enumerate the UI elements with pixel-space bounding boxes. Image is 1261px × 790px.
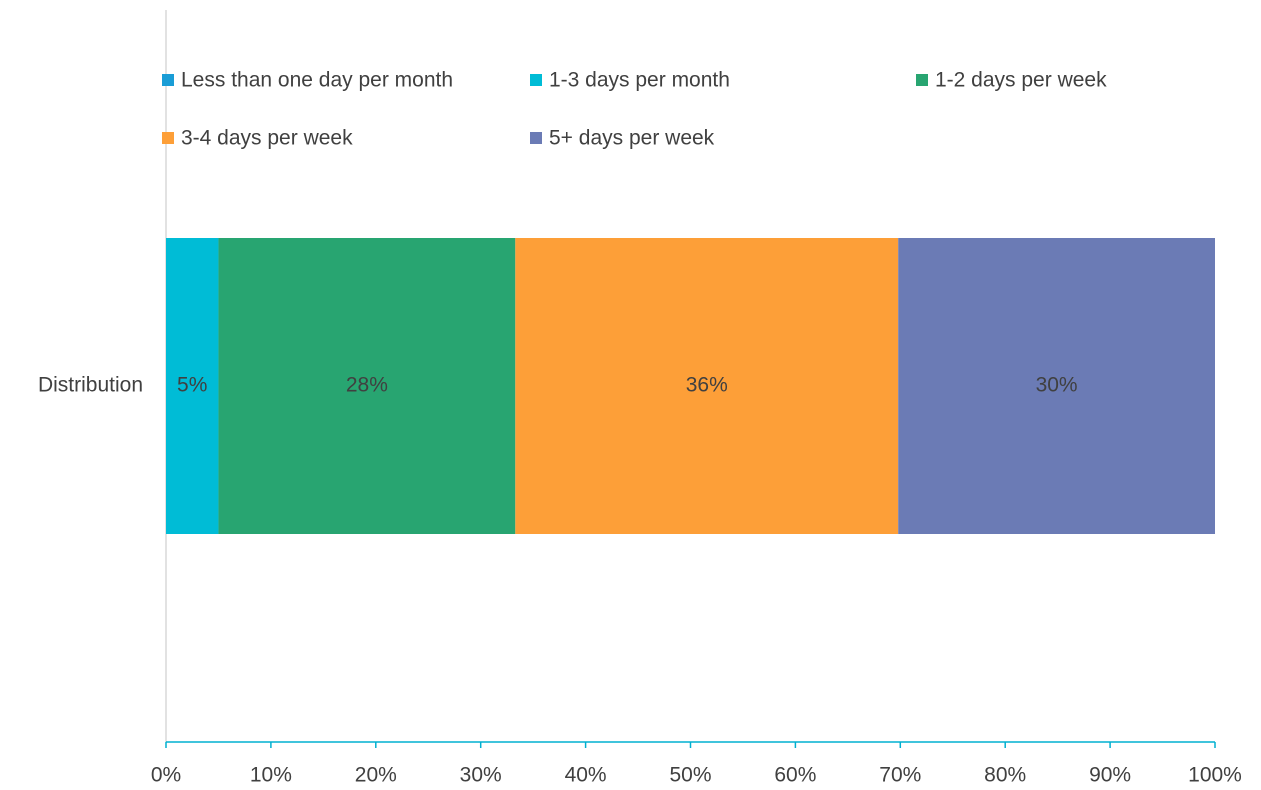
legend-swatch xyxy=(916,74,928,86)
legend-swatch xyxy=(530,74,542,86)
legend-label: Less than one day per month xyxy=(181,69,453,92)
x-tick-label: 100% xyxy=(1188,764,1242,787)
x-tick-label: 90% xyxy=(1089,764,1131,787)
legend-swatch xyxy=(162,74,174,86)
bar-segment xyxy=(166,238,219,534)
x-tick-label: 0% xyxy=(151,764,181,787)
legend-swatch xyxy=(530,132,542,144)
x-tick-label: 80% xyxy=(984,764,1026,787)
x-tick-label: 70% xyxy=(879,764,921,787)
data-label: 5% xyxy=(177,374,207,397)
y-tick-label: Distribution xyxy=(38,374,143,397)
x-tick-label: 40% xyxy=(565,764,607,787)
bar-segment xyxy=(898,238,1215,534)
legend-label: 1-2 days per week xyxy=(935,69,1107,92)
x-tick-label: 10% xyxy=(250,764,292,787)
x-tick-label: 20% xyxy=(355,764,397,787)
legend-label: 3-4 days per week xyxy=(181,127,353,150)
x-tick-label: 60% xyxy=(774,764,816,787)
x-tick-label: 30% xyxy=(460,764,502,787)
x-tick-label: 50% xyxy=(669,764,711,787)
data-label: 30% xyxy=(1036,374,1078,397)
legend-swatch xyxy=(162,132,174,144)
data-label: 36% xyxy=(686,374,728,397)
bar-segment xyxy=(218,238,516,534)
data-label: 28% xyxy=(346,374,388,397)
bar-segment xyxy=(515,238,899,534)
legend-label: 5+ days per week xyxy=(549,127,715,150)
legend-label: 1-3 days per month xyxy=(549,69,730,92)
